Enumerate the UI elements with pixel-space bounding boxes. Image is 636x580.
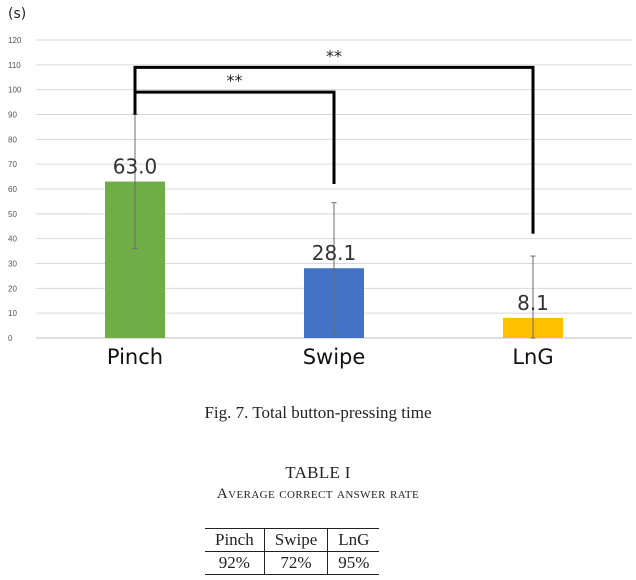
- y-tick-label: 30: [8, 260, 17, 269]
- table-title: TABLE I: [285, 463, 351, 482]
- table-row: 92% 72% 95%: [205, 551, 380, 575]
- bar-chart: 0 10 20 30 40 50 60 70 80 90 100 110 120 63.0 Pinch 28…: [8, 6, 632, 369]
- significance-label: **: [326, 46, 342, 65]
- correct-answer-rate-table: Pinch Swipe LnG 92% 72% 95%: [205, 528, 380, 575]
- y-tick-label: 80: [8, 135, 17, 144]
- y-tick-label: 0: [8, 334, 13, 343]
- table-cell: 95%: [327, 551, 380, 575]
- x-tick-label: Pinch: [107, 345, 163, 369]
- y-tick-label: 90: [8, 111, 17, 120]
- table-header-cell: Pinch: [205, 528, 265, 552]
- table-cell: 72%: [263, 551, 328, 575]
- data-label: 8.1: [517, 291, 549, 315]
- y-tick-label: 60: [8, 185, 17, 194]
- x-tick-label: Swipe: [303, 345, 366, 369]
- y-tick-label: 50: [8, 210, 17, 219]
- y-tick-label: 40: [8, 235, 17, 244]
- table-subtitle: Average correct answer rate: [216, 486, 420, 502]
- significance-bracket: [133, 65, 535, 234]
- x-tick-label: LnG: [512, 345, 553, 369]
- data-label: 28.1: [312, 241, 357, 265]
- y-tick-label: 100: [8, 86, 22, 95]
- y-tick-label: 120: [8, 36, 22, 45]
- table-cell: 92%: [218, 553, 250, 572]
- figure-caption: Fig. 7. Total button-pressing time: [204, 403, 432, 422]
- y-unit-label: (s): [8, 6, 26, 22]
- table-header-cell: LnG: [327, 528, 380, 552]
- y-tick-label: 70: [8, 160, 17, 169]
- table-header-cell: Swipe: [263, 528, 328, 552]
- data-label: 63.0: [113, 155, 158, 179]
- y-tick-label: 110: [8, 61, 21, 70]
- significance-bracket: [133, 90, 336, 185]
- y-tick-label: 10: [8, 309, 17, 318]
- y-tick-label: 20: [8, 284, 17, 293]
- table-header-row: Pinch Swipe LnG: [205, 528, 380, 552]
- significance-label: **: [227, 71, 243, 90]
